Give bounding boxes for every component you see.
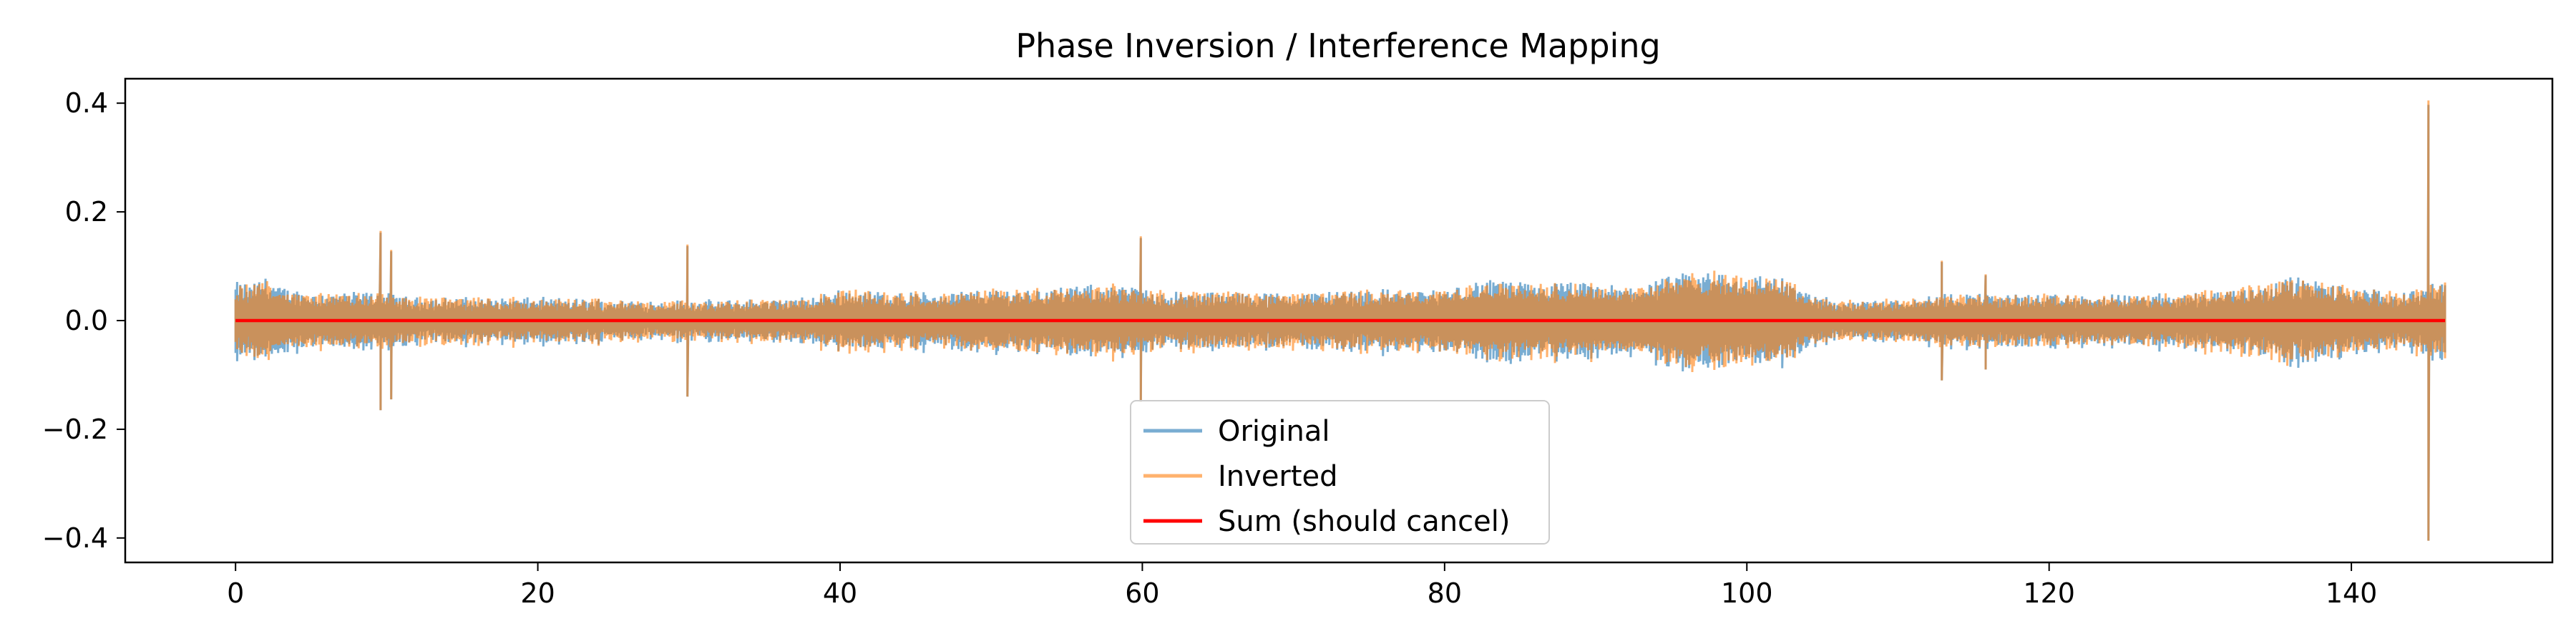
y-tick-label: 0.2 bbox=[65, 196, 108, 228]
y-axis: −0.4 −0.2 0.0 0.2 0.4 bbox=[42, 87, 125, 554]
x-tick-label: 40 bbox=[823, 577, 857, 609]
chart-title: Phase Inversion / Interference Mapping bbox=[1015, 26, 1660, 65]
x-tick-label: 140 bbox=[2326, 577, 2378, 609]
y-tick-label: 0.4 bbox=[65, 87, 108, 119]
x-axis: 0 20 40 60 80 100 120 140 bbox=[227, 562, 2377, 609]
legend-label: Sum (should cancel) bbox=[1218, 505, 1510, 538]
x-tick-label: 60 bbox=[1125, 577, 1159, 609]
legend-label: Inverted bbox=[1218, 460, 1338, 493]
series-layer bbox=[234, 100, 2446, 541]
legend-label: Original bbox=[1218, 415, 1330, 448]
legend: Original Inverted Sum (should cancel) bbox=[1130, 400, 1550, 545]
x-tick-label: 20 bbox=[520, 577, 555, 609]
y-tick-label: −0.2 bbox=[42, 414, 108, 445]
x-tick-label: 120 bbox=[2023, 577, 2075, 609]
legend-box bbox=[1130, 400, 1550, 545]
x-tick-label: 100 bbox=[1721, 577, 1773, 609]
x-tick-label: 80 bbox=[1428, 577, 1462, 609]
y-tick-label: 0.0 bbox=[65, 305, 108, 336]
y-tick-label: −0.4 bbox=[42, 522, 108, 554]
x-tick-label: 0 bbox=[227, 577, 244, 609]
